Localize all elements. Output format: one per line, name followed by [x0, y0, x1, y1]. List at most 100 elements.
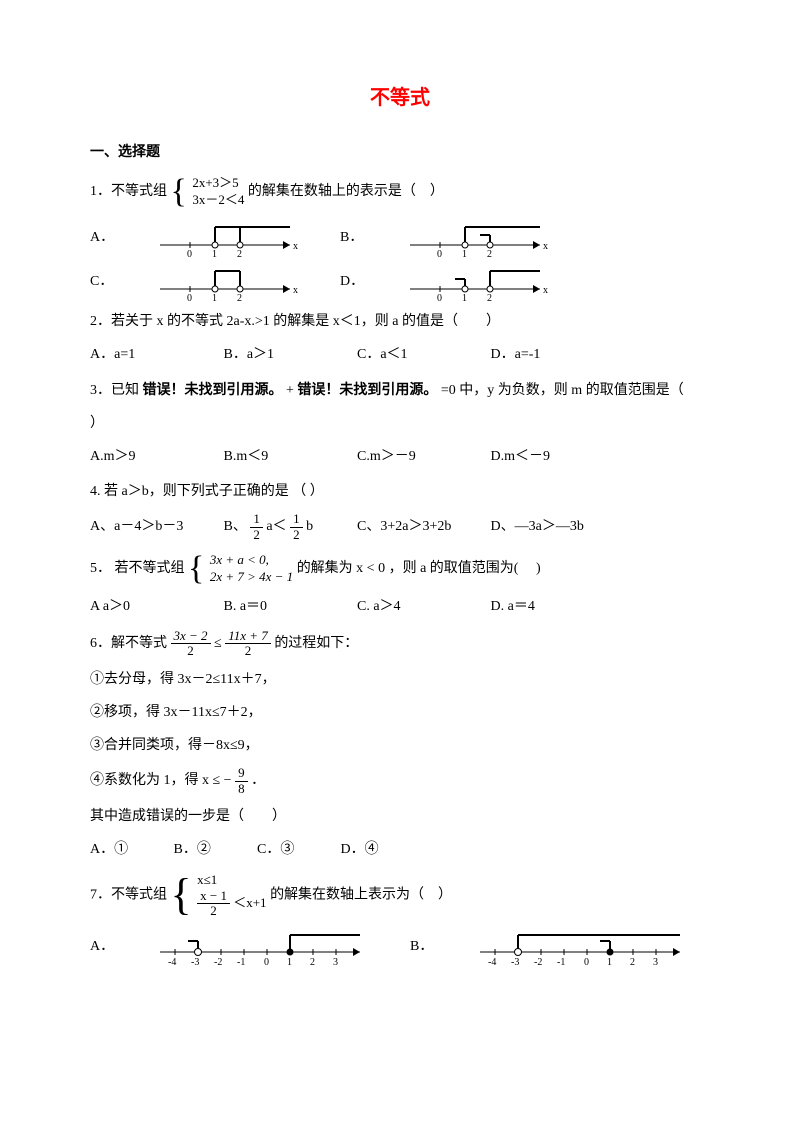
q5-options: A a＞0 B. a＝0 C. a＞4 D. a＝4: [90, 594, 710, 619]
q6-s4-b: ．: [251, 773, 265, 788]
svg-text:1: 1: [212, 249, 217, 257]
number-line-c: 0 1 2 x: [150, 261, 300, 301]
q1-stem-a: 1．不等式组: [90, 184, 167, 199]
svg-text:x: x: [293, 285, 298, 296]
question-5: 5． 若不等式组 { 3x + a < 0, 2x + 7 > 4x − 1 的…: [90, 552, 710, 586]
q6-opt-b: B．②: [174, 837, 254, 862]
q6-s4-a: ④系数化为 1，得 x ≤ −: [90, 773, 232, 788]
q4-b-pre: B、: [224, 519, 247, 534]
q2-options: A．a=1 B．a＞1 C．a＜1 D．a=-1: [90, 342, 710, 367]
q3-options: A.m＞9 B.m＜9 C.m＞－9 D.m＜－9: [90, 444, 710, 469]
question-6: 6．解不等式 3x − 22 ≤ 11x + 72 的过程如下：: [90, 629, 710, 659]
svg-text:2: 2: [310, 957, 315, 967]
q2-opt-a: A．a=1: [90, 342, 220, 367]
question-7: 7．不等式组 { x≤1 x − 12 ＜x+1 的解集在数轴上表示为（ ）: [90, 872, 710, 918]
q4-opt-b: B、 12 a＜ 12 b: [224, 512, 354, 542]
q4-b-mid: a＜: [266, 519, 286, 534]
number-line-q7a: -4 -3 -2 -1 0 1 2 3: [150, 927, 370, 967]
svg-text:x: x: [293, 241, 298, 252]
svg-text:-4: -4: [168, 957, 176, 967]
fraction-icon: 12: [290, 512, 303, 542]
brace-icon: {: [188, 552, 204, 586]
svg-text:2: 2: [487, 249, 492, 257]
number-line-a: 0 1 2 x: [150, 217, 300, 257]
svg-text:2: 2: [630, 957, 635, 967]
svg-text:0: 0: [187, 249, 192, 257]
q6-opt-d: D．④: [341, 837, 421, 862]
q6-le: ≤: [214, 636, 222, 651]
q4-opt-d: D、―3a＞―3b: [491, 514, 621, 539]
svg-text:-3: -3: [191, 957, 199, 967]
svg-text:-2: -2: [214, 957, 222, 967]
svg-text:1: 1: [212, 293, 217, 301]
q1-sys-bot: 3x－2＜4: [192, 192, 244, 207]
q1-system: 2x+3＞5 3x－2＜4: [192, 175, 244, 209]
q3-stem-b: =0 中，y 为负数，则 m 的取值范围是（: [441, 383, 684, 398]
q2-opt-d: D．a=-1: [491, 342, 621, 367]
q2-opt-b: B．a＞1: [224, 342, 354, 367]
svg-text:2: 2: [237, 249, 242, 257]
q6-opt-c: C．③: [257, 837, 337, 862]
section-heading: 一、选择题: [90, 140, 710, 165]
q1-opt-a-label: A．: [90, 225, 110, 250]
svg-text:x: x: [543, 285, 548, 296]
q6-ask: 其中造成错误的一步是（ ）: [90, 804, 710, 829]
q3-mid: +: [286, 383, 294, 398]
q1-opt-c-label: C．: [90, 269, 110, 294]
svg-text:-1: -1: [237, 957, 245, 967]
q5-system: 3x + a < 0, 2x + 7 > 4x − 1: [210, 552, 293, 586]
q3-opt-d: D.m＜－9: [491, 444, 621, 469]
question-2: 2．若关于 x 的不等式 2a-x.>1 的解集是 x＜1，则 a 的值是（ ）: [90, 309, 710, 334]
q5-opt-b: B. a＝0: [224, 594, 354, 619]
svg-text:-3: -3: [511, 957, 519, 967]
q5-stem-a: 5． 若不等式组: [90, 561, 185, 576]
q7-sys-bot-rest: ＜x+1: [233, 895, 266, 910]
svg-text:-1: -1: [557, 957, 565, 967]
q6-opt-a: A．①: [90, 837, 170, 862]
error-ref-1: 错误！未找到引用源。: [143, 383, 283, 398]
svg-text:-2: -2: [534, 957, 542, 967]
q6-step4: ④系数化为 1，得 x ≤ − 98 ．: [90, 766, 710, 796]
svg-text:3: 3: [653, 957, 658, 967]
q7-system: x≤1 x − 12 ＜x+1: [197, 872, 266, 918]
fraction-icon: 3x − 22: [171, 629, 211, 659]
q7-row-ab: A． -4 -3 -2 -1 0 1 2 3 B． -4 -3 -2 -1 0: [90, 927, 710, 967]
q6-stem-b: 的过程如下：: [274, 636, 358, 651]
q1-opt-b-label: B．: [340, 225, 360, 250]
svg-text:1: 1: [462, 249, 467, 257]
q1-opt-d-label: D．: [340, 269, 360, 294]
brace-icon: {: [171, 175, 187, 209]
q5-sys-top: 3x + a < 0,: [210, 552, 269, 567]
svg-text:1: 1: [607, 957, 612, 967]
q5-sys-bot: 2x + 7 > 4x − 1: [210, 569, 293, 584]
question-3: 3．已知 错误！未找到引用源。 + 错误！未找到引用源。 =0 中，y 为负数，…: [90, 378, 710, 403]
q2-opt-c: C．a＜1: [357, 342, 487, 367]
question-4: 4. 若 a＞b，则下列式子正确的是 （ ）: [90, 479, 710, 504]
q6-options: A．① B．② C．③ D．④: [90, 837, 710, 862]
q4-opt-a: A、a－4＞b－3: [90, 514, 220, 539]
svg-text:0: 0: [187, 293, 192, 301]
q5-opt-a: A a＞0: [90, 594, 220, 619]
q3-opt-c: C.m＞－9: [357, 444, 487, 469]
q5-stem-b: 的解集为 x < 0 ，则 a 的取值范围为( ): [297, 561, 541, 576]
q5-opt-d: D. a＝4: [491, 594, 621, 619]
q6-step3: ③合并同类项，得－8x≤9，: [90, 733, 710, 758]
q7-stem-b: 的解集在数轴上表示为（ ）: [270, 888, 452, 903]
fraction-icon: 98: [235, 766, 248, 796]
fraction-icon: 12: [250, 512, 263, 542]
q6-stem-a: 6．解不等式: [90, 636, 167, 651]
page-title: 不等式: [90, 80, 710, 116]
svg-text:-4: -4: [488, 957, 496, 967]
q7-opt-b-label: B．: [410, 934, 430, 959]
q5-opt-c: C. a＞4: [357, 594, 487, 619]
number-line-q7b: -4 -3 -2 -1 0 1 2 3: [470, 927, 690, 967]
q1-row-cd: C． 0 1 2 x D． 0 1 2 x: [90, 261, 710, 301]
q3-close: ）: [90, 411, 710, 436]
q4-opt-c: C、3+2a＞3+2b: [357, 514, 487, 539]
q1-sys-top: 2x+3＞5: [192, 175, 238, 190]
q6-step2: ②移项，得 3x－11x≤7＋2，: [90, 700, 710, 725]
error-ref-2: 错误！未找到引用源。: [297, 383, 437, 398]
fraction-icon: 11x + 72: [225, 629, 271, 659]
q3-opt-a: A.m＞9: [90, 444, 220, 469]
q3-opt-b: B.m＜9: [224, 444, 354, 469]
